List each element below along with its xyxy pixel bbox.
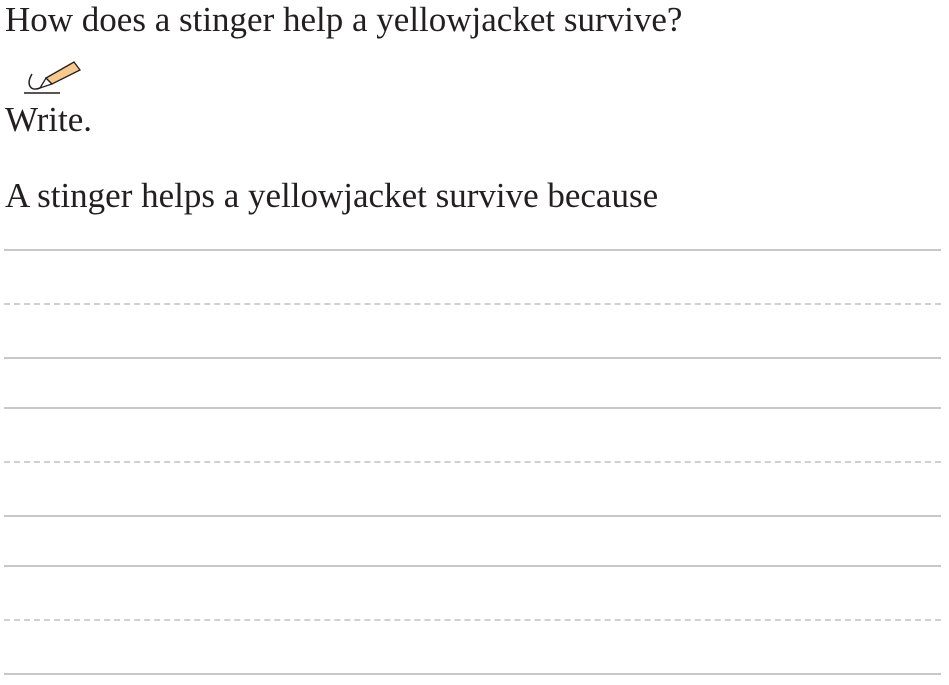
writing-line-mid <box>4 619 941 621</box>
writing-line-top <box>4 407 941 409</box>
writing-line-base <box>4 515 941 517</box>
writing-line-mid <box>4 303 941 305</box>
instruction-label: Write. <box>5 100 93 139</box>
pencil-icon <box>24 61 81 94</box>
question-text: How does a stinger help a yellowjacket s… <box>5 0 683 39</box>
writing-line-top <box>4 249 941 251</box>
writing-line-base <box>4 357 941 359</box>
writing-line-top <box>4 565 941 567</box>
writing-line-mid <box>4 461 941 463</box>
sentence-starter: A stinger helps a yellowjacket survive b… <box>5 176 659 215</box>
writing-line-base <box>4 673 941 675</box>
